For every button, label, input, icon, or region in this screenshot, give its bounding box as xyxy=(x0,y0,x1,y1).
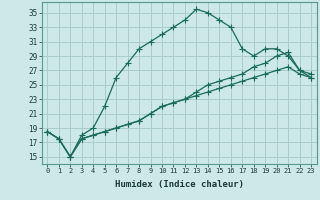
X-axis label: Humidex (Indice chaleur): Humidex (Indice chaleur) xyxy=(115,180,244,189)
